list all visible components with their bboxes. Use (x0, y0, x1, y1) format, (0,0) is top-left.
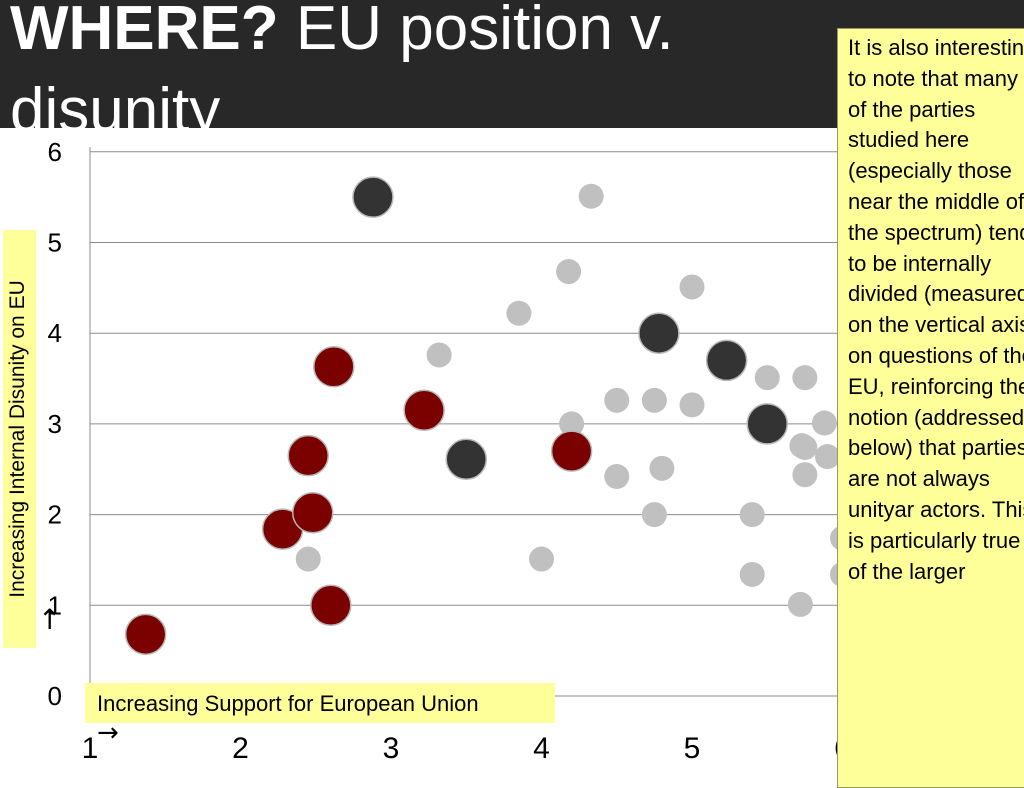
tick-labels: 01234561234567 (48, 137, 840, 765)
y-axis-label-box (3, 230, 36, 648)
data-point (792, 462, 818, 488)
x-tick-label: 3 (383, 732, 400, 765)
data-point (291, 492, 334, 534)
y-tick-label: 4 (48, 318, 62, 348)
data-point (679, 274, 705, 300)
slide-title-rest: EU position v. disunity (10, 0, 674, 128)
data-point (295, 546, 321, 572)
data-point (550, 430, 593, 472)
data-point (792, 434, 818, 460)
data-point (313, 346, 355, 388)
data-point (352, 176, 394, 218)
data-point (649, 455, 675, 481)
y-tick-label: 0 (48, 681, 62, 711)
data-point (445, 438, 487, 481)
slide-title-bold: WHERE? (10, 0, 279, 63)
x-axis-label: Increasing Support for European Union (97, 691, 479, 716)
data-point (426, 342, 452, 368)
callout-text: It is also interesting to note that many… (848, 35, 1024, 584)
data-point (310, 584, 352, 627)
data-point (811, 410, 837, 436)
y-axis-label: Increasing Internal Disunity on EU (6, 280, 29, 598)
data-point (641, 387, 667, 413)
y-tick-label: 3 (48, 409, 62, 439)
data-point (641, 502, 667, 528)
x-tick-label: 4 (533, 732, 550, 765)
x-tick-label: 5 (684, 732, 701, 765)
grid-lines (89, 147, 840, 697)
x-axis-arrow: → (97, 718, 119, 748)
x-axis-label-box: Increasing Support for European Union (85, 683, 555, 723)
data-point (556, 259, 582, 285)
data-point (578, 183, 604, 209)
data-point (287, 434, 329, 477)
data-point (739, 561, 765, 587)
callout-note: It is also interesting to note that many… (837, 28, 1024, 788)
data-point (746, 403, 788, 445)
y-tick-label: 1 (48, 590, 62, 620)
x-tick-label: 1 (82, 732, 99, 765)
data-point (604, 464, 630, 490)
data-point (787, 591, 813, 617)
y-tick-label: 2 (48, 500, 62, 530)
data-point (604, 387, 630, 413)
data-point (124, 613, 167, 656)
data-point (705, 339, 748, 382)
data-point (529, 546, 554, 572)
data-point (638, 312, 680, 354)
data-point (403, 389, 445, 432)
data-points (124, 176, 840, 656)
data-point (679, 392, 705, 418)
data-point (559, 411, 585, 437)
y-tick-label: 5 (48, 228, 62, 258)
slide-title: WHERE? EU position v. disunity (10, 0, 810, 128)
data-point (814, 444, 840, 470)
y-axis-arrow: ↑ (38, 603, 62, 636)
y-tick-label: 6 (48, 137, 62, 167)
scatter-chart: 01234561234567 (48, 137, 840, 765)
data-point (739, 502, 765, 528)
data-point (792, 365, 818, 391)
data-point (754, 365, 780, 391)
data-point (506, 300, 532, 326)
x-tick-label: 2 (232, 732, 249, 765)
